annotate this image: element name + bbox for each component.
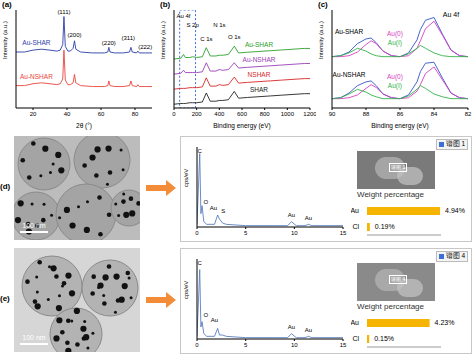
svg-text:200: 200 (192, 111, 203, 117)
svg-text:S: S (221, 208, 225, 214)
svg-text:4.23%: 4.23% (435, 319, 455, 326)
svg-text:Intensity (a.u.): Intensity (a.u.) (318, 21, 324, 59)
svg-text:Au-NSHAR: Au-NSHAR (333, 71, 366, 78)
svg-text:Au: Au (288, 324, 295, 330)
svg-text:Au: Au (305, 215, 312, 221)
svg-text:800: 800 (260, 111, 271, 117)
svg-text:Au-SHAR: Au-SHAR (22, 39, 50, 46)
svg-text:100 nm: 100 nm (22, 334, 46, 341)
html-text:谱图 1: 谱图 1 (445, 140, 465, 147)
svg-text:(220): (220) (102, 40, 116, 46)
svg-text:Au-SHAR: Au-SHAR (245, 41, 273, 48)
svg-text:C: C (198, 260, 203, 266)
svg-text:Au-NSHAR: Au-NSHAR (20, 73, 53, 80)
svg-text:Au(I): Au(I) (388, 82, 402, 90)
svg-text:10: 10 (291, 342, 298, 348)
svg-text:Binding energy (eV): Binding energy (eV) (371, 122, 428, 130)
svg-text:C: C (198, 148, 203, 154)
svg-text:O: O (203, 312, 208, 318)
svg-text:Intensity (a.u.): Intensity (a.u.) (160, 21, 166, 59)
svg-text:Au: Au (288, 212, 295, 218)
svg-text:88: 88 (363, 111, 370, 117)
html-text:(e): (e) (0, 294, 10, 303)
svg-text:Au: Au (351, 319, 359, 326)
svg-text:86: 86 (397, 111, 404, 117)
svg-text:0: 0 (195, 230, 199, 236)
svg-text:1200: 1200 (303, 111, 316, 117)
svg-text:S 2p: S 2p (186, 22, 199, 28)
svg-text:400: 400 (214, 111, 225, 117)
svg-text:(311): (311) (121, 35, 135, 41)
html-text:谱图 4: 谱图 4 (445, 252, 465, 259)
svg-text:60: 60 (98, 111, 105, 117)
svg-text:Au 4f: Au 4f (443, 11, 459, 18)
svg-text:Au(I): Au(I) (388, 39, 402, 47)
svg-text:82: 82 (465, 111, 472, 117)
svg-text:(200): (200) (67, 32, 81, 38)
svg-text:0: 0 (172, 111, 176, 117)
svg-text:0: 0 (195, 342, 199, 348)
html-text:谱图 4: 谱图 4 (391, 276, 406, 282)
html-text:谱图 1: 谱图 1 (391, 164, 406, 170)
svg-text:Au-SHAR: Au-SHAR (335, 28, 363, 35)
svg-text:2θ (°): 2θ (°) (76, 122, 92, 130)
svg-text:C 1s: C 1s (200, 36, 212, 42)
svg-text:10: 10 (291, 230, 298, 236)
html-text:Weight percentage: Weight percentage (357, 190, 424, 199)
svg-text:1000: 1000 (281, 111, 295, 117)
svg-text:SHAR: SHAR (250, 86, 268, 93)
svg-text:NSHAR: NSHAR (248, 71, 271, 78)
svg-text:cps/eV: cps/eV (183, 169, 189, 187)
svg-text:Au: Au (305, 327, 312, 333)
svg-text:0.15%: 0.15% (374, 335, 394, 342)
svg-text:5: 5 (244, 230, 248, 236)
svg-text:O: O (203, 199, 208, 205)
svg-text:15: 15 (340, 230, 347, 236)
svg-text:Cl: Cl (352, 335, 359, 342)
svg-text:cps/eV: cps/eV (183, 281, 189, 299)
svg-text:80: 80 (132, 111, 139, 117)
svg-text:4.94%: 4.94% (445, 207, 465, 214)
svg-text:(222): (222) (138, 44, 152, 50)
svg-text:Au 4f: Au 4f (177, 13, 191, 19)
svg-text:N 1s: N 1s (213, 22, 225, 28)
svg-text:84: 84 (431, 111, 438, 117)
svg-text:15: 15 (340, 342, 347, 348)
html-text:Weight percentage: Weight percentage (357, 302, 424, 311)
svg-text:600: 600 (237, 111, 248, 117)
svg-text:Au(0): Au(0) (387, 30, 403, 38)
svg-text:90: 90 (329, 111, 336, 117)
svg-text:0.19%: 0.19% (375, 223, 395, 230)
svg-text:Au: Au (210, 205, 217, 211)
svg-text:20: 20 (30, 111, 37, 117)
svg-text:Au-NSHAR: Au-NSHAR (243, 56, 276, 63)
html-text:(b): (b) (160, 0, 171, 9)
html-text:(c): (c) (318, 0, 328, 9)
svg-text:Au: Au (351, 207, 359, 214)
svg-text:100 nm: 100 nm (22, 222, 46, 229)
svg-text:Au: Au (211, 317, 218, 323)
svg-text:40: 40 (64, 111, 71, 117)
html-text:(d): (d) (0, 182, 11, 191)
svg-text:Au(0): Au(0) (387, 73, 403, 81)
svg-text:5: 5 (244, 342, 248, 348)
svg-text:Binding energy (eV): Binding energy (eV) (213, 122, 270, 130)
svg-text:Cl: Cl (352, 223, 359, 230)
html-text:(a): (a) (2, 0, 12, 9)
svg-text:(111): (111) (57, 9, 70, 15)
svg-text:Intensity (a.u.): Intensity (a.u.) (2, 21, 8, 59)
svg-text:O 1s: O 1s (228, 34, 241, 40)
